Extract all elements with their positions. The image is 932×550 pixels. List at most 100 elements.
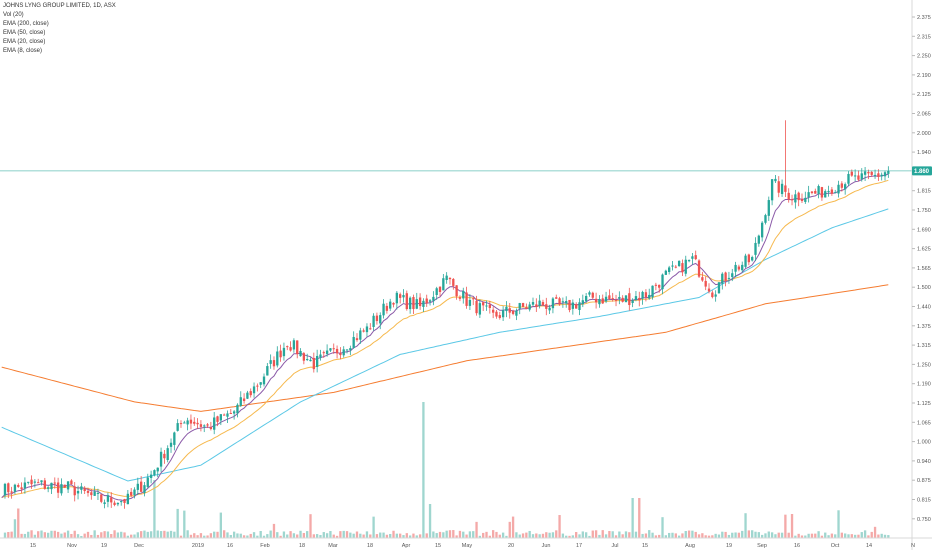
volume-bar (883, 534, 887, 538)
candle-body (428, 300, 432, 302)
candle-body (286, 346, 289, 348)
candles (3, 120, 890, 509)
candle-body (558, 298, 561, 305)
y-tick-label: 1.190 (917, 382, 931, 388)
candle-body (66, 481, 70, 490)
candle-body (319, 354, 322, 358)
candle-body (345, 349, 349, 351)
volume-bar (402, 535, 405, 538)
candle-body (757, 235, 760, 244)
volume-bar (704, 535, 707, 538)
candle-body (784, 185, 787, 192)
candle-body (349, 348, 352, 351)
volume-bar (658, 534, 661, 538)
volume-bar (714, 533, 717, 538)
volume-bar (143, 530, 146, 538)
candle-body (508, 308, 511, 313)
legend-vol: Vol (20) (3, 12, 24, 18)
volume-bar (239, 533, 242, 538)
candle-body (289, 347, 292, 351)
candle-body (485, 305, 488, 307)
candle-body (498, 315, 501, 318)
candle-body (442, 278, 445, 291)
volume-bar (146, 531, 149, 538)
candle-body (80, 486, 83, 490)
volume-bar (123, 532, 126, 538)
volume-bar (584, 532, 588, 538)
candle-body (648, 294, 651, 299)
y-tick-label: 1.750 (917, 208, 931, 214)
candle-body (30, 479, 33, 485)
ema200-line (1, 284, 889, 412)
volume-bar (27, 531, 30, 538)
volume-bar (40, 530, 43, 538)
candle-body (176, 423, 179, 431)
volume-bar (425, 533, 428, 538)
candle-body (216, 416, 219, 422)
y-tick-label: 1.065 (917, 420, 931, 426)
chart-legend: JOHNS LYNG GROUP LIMITED, 1D, ASX Vol (2… (3, 2, 116, 56)
candle-body (827, 190, 830, 192)
volume-bar (445, 530, 448, 538)
volume-bar (126, 535, 130, 538)
candle-body (847, 173, 850, 184)
volume-bar (136, 532, 139, 538)
volume-bar (33, 534, 37, 538)
candle-body (684, 259, 687, 274)
volume-bar (465, 534, 468, 538)
candle-body (306, 359, 309, 361)
candle-body (70, 480, 73, 485)
volume-bar (747, 530, 751, 538)
candle-body (691, 256, 694, 259)
candle-body (173, 432, 176, 445)
candle-body (741, 264, 744, 271)
volume-bar (355, 531, 359, 538)
x-tick-label: 19 (101, 543, 107, 549)
candle-body (186, 420, 189, 425)
price-tag: 1.860 (912, 166, 932, 176)
candle-body (561, 301, 565, 303)
candle-body (671, 265, 674, 267)
candle-body (153, 470, 156, 476)
candle-body (232, 411, 236, 414)
volume-bar (824, 532, 827, 538)
volume-bar (66, 530, 70, 538)
candle-body (548, 307, 551, 311)
volume-bar (296, 534, 299, 538)
candle-body (491, 309, 495, 313)
candle-body (661, 274, 664, 290)
volume-bar (93, 530, 96, 538)
candle-body (372, 315, 375, 327)
volume-bar (209, 533, 213, 538)
x-tick-label: 15 (435, 543, 441, 549)
volume-bar (545, 532, 548, 538)
y-tick-label: 1.000 (917, 440, 931, 446)
candle-body (73, 486, 76, 496)
volume-bar (784, 514, 787, 538)
candle-body (385, 305, 389, 311)
x-tick-label: 18 (299, 543, 305, 549)
volume-bar (163, 530, 166, 538)
x-tick-label: May (462, 543, 473, 549)
volume-bar (697, 534, 701, 538)
candle-body (435, 288, 438, 296)
candle-body (880, 174, 883, 177)
candle-body (222, 414, 226, 416)
x-tick-label: 14 (866, 543, 872, 549)
volume-bar (568, 535, 571, 538)
volume-bar (711, 535, 714, 538)
volume-bar (379, 532, 382, 538)
volume-bar (176, 508, 179, 538)
volume-bar (844, 533, 847, 538)
volume-bar (120, 531, 123, 538)
volume-bar (863, 530, 867, 538)
volume-bar (203, 535, 206, 538)
candle-body (621, 297, 624, 302)
volume-bar (807, 533, 810, 538)
candle-body (694, 255, 697, 260)
volume-bar (37, 531, 40, 538)
x-tick-label: 15 (642, 543, 648, 549)
candle-body (96, 492, 100, 494)
volume-bar (830, 533, 834, 538)
